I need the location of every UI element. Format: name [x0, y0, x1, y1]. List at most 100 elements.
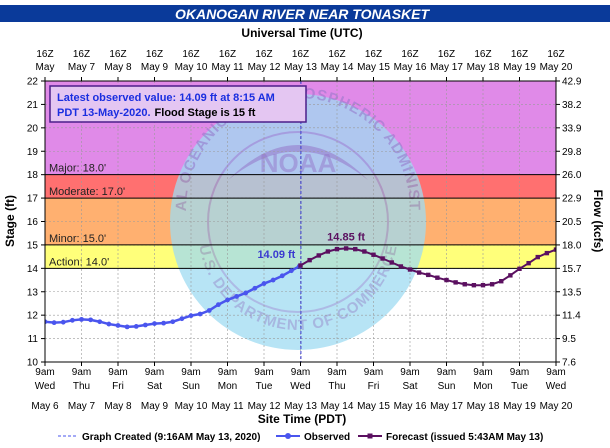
top-tick-date: May — [36, 62, 55, 73]
watermark-inner-ring — [207, 131, 389, 313]
observed-point — [188, 313, 194, 319]
title-bar — [0, 5, 610, 22]
bottom-tick-date: May 7 — [68, 401, 96, 412]
top-tick-date: May 13 — [284, 62, 317, 73]
watermark-circle — [170, 94, 426, 350]
top-tick-time: 16Z — [292, 49, 309, 60]
top-axis-title: Universal Time (UTC) — [241, 26, 362, 40]
legend: Graph Created (9:16AM May 13, 2020) Obse… — [58, 432, 543, 443]
forecast-point — [407, 267, 413, 272]
forecast-point — [508, 273, 513, 278]
bottom-tick-date: May 16 — [394, 401, 427, 412]
legend-observed-label: Observed — [304, 432, 350, 443]
y-axis-title-right: Flow (kcfs) — [591, 190, 605, 253]
y-tick-label-left: 16 — [27, 217, 39, 228]
observed-point — [60, 319, 66, 325]
forecast-peak-label: 14.85 ft — [327, 231, 365, 243]
top-tick-time: 16Z — [511, 49, 528, 60]
band-label-moderate: Moderate: 17.0' — [49, 186, 125, 198]
bottom-tick-date: May 17 — [430, 401, 463, 412]
bottom-tick-time: 9am — [254, 367, 273, 378]
forecast-point — [444, 277, 449, 283]
latest-value-line1: Latest observed value: 14.09 ft at 8:15 … — [57, 92, 275, 104]
observed-point — [170, 319, 176, 325]
top-tick-date: May 18 — [467, 62, 500, 73]
y-tick-label-right: 33.9 — [562, 123, 582, 134]
bottom-tick-date: May 9 — [141, 401, 169, 412]
bottom-tick-date: May 10 — [175, 401, 208, 412]
bottom-tick-time: 9am — [291, 367, 310, 378]
bottom-tick-time: 9am — [400, 367, 419, 378]
forecast-point — [426, 272, 431, 278]
y-tick-label-right: 29.8 — [562, 147, 582, 158]
bottom-tick-date: May 18 — [467, 401, 500, 412]
y-tick-label-right: 42.9 — [562, 77, 582, 88]
bottom-tick-day: Mon — [218, 381, 237, 392]
forecast-point — [544, 250, 550, 256]
latest-value-box-bg — [49, 85, 307, 123]
bottom-tick-day: Sat — [147, 381, 162, 392]
bottom-tick-time: 9am — [437, 367, 456, 378]
observed-point — [270, 277, 276, 283]
observed-point — [288, 268, 294, 274]
annotations: 14.09 ft 14.85 ft — [257, 231, 365, 261]
top-tick-time: 16Z — [328, 49, 345, 60]
band-label-minor: Minor: 15.0' — [49, 233, 106, 245]
bottom-tick-day: Sat — [402, 381, 417, 392]
top-tick-time: 16Z — [474, 49, 491, 60]
y-tick-label-right: 15.7 — [562, 264, 582, 275]
observed-point — [261, 281, 267, 286]
top-tick-date: May 17 — [430, 62, 463, 73]
top-tick-date: May 12 — [248, 62, 281, 73]
observed-point — [215, 302, 221, 308]
observed-point — [133, 324, 139, 329]
y-tick-label-right: 7.6 — [562, 358, 576, 369]
y-tick-label-left: 22 — [27, 77, 39, 88]
y-tick-label-left: 15 — [27, 240, 39, 251]
observed-point — [197, 311, 203, 317]
observed-point — [142, 322, 148, 328]
top-tick-date: May 10 — [175, 62, 208, 73]
y-tick-label-right: 26.0 — [562, 170, 582, 181]
observed-point — [161, 320, 167, 326]
observed-peak-label: 14.09 ft — [257, 249, 295, 261]
bottom-tick-date: May 12 — [248, 401, 281, 412]
y-tick-label-right: 11.4 — [562, 311, 581, 322]
y-tick-label-right: 38.2 — [562, 100, 582, 111]
forecast-point — [362, 249, 367, 254]
x-axis-title: Site Time (PDT) — [258, 412, 346, 426]
band-label-major: Major: 18.0' — [49, 163, 106, 175]
top-tick-time: 16Z — [547, 49, 564, 60]
observed-point — [206, 308, 212, 313]
observed-point — [97, 319, 103, 325]
y-tick-label-left: 18 — [27, 170, 39, 181]
forecast-point — [462, 282, 467, 287]
observed-point — [179, 316, 185, 322]
flood-stage-text: Flood Stage is 15 ft — [155, 107, 256, 119]
top-tick-date: May 19 — [503, 62, 536, 73]
observed-point — [252, 285, 258, 291]
bottom-tick-day: Tue — [256, 381, 273, 392]
observed-point — [225, 297, 230, 303]
top-tick-time: 16Z — [109, 49, 126, 60]
observed-point — [69, 317, 75, 323]
bottom-tick-time: 9am — [108, 367, 127, 378]
top-tick-time: 16Z — [255, 49, 272, 60]
bottom-tick-date: May 15 — [357, 401, 390, 412]
bottom-tick-day: Fri — [112, 381, 124, 392]
top-tick-date: May 15 — [357, 62, 390, 73]
observed-point — [234, 294, 240, 299]
bottom-tick-time: 9am — [145, 367, 164, 378]
bottom-tick-time: 9am — [510, 367, 529, 378]
top-tick-time: 16Z — [36, 49, 53, 60]
forecast-point — [325, 249, 331, 254]
observed-point — [279, 273, 285, 279]
legend-observed-marker — [285, 433, 291, 439]
bottom-tick-time: 9am — [327, 367, 346, 378]
bottom-tick-time: 9am — [218, 367, 237, 378]
watermark-gull-icon — [228, 145, 368, 180]
forecast-point — [334, 246, 340, 252]
bottom-tick-date: May 13 — [284, 401, 317, 412]
bottom-tick-day: Wed — [35, 381, 55, 392]
